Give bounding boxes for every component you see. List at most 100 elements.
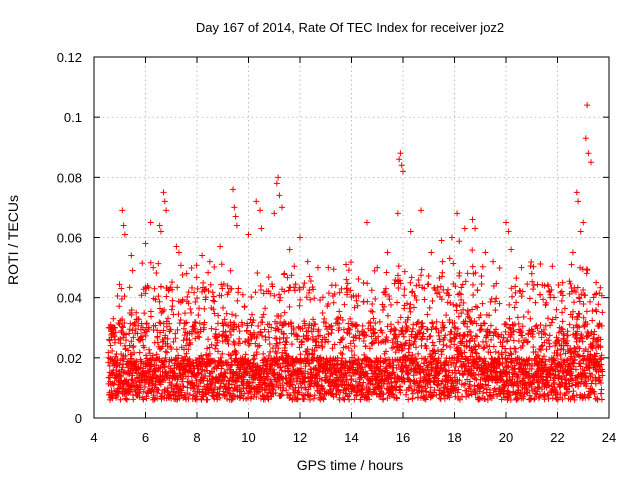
data-point [326,358,333,365]
data-point [226,390,233,397]
data-point [569,360,576,367]
data-point [513,299,520,306]
data-point [339,317,346,324]
data-point [472,332,479,339]
data-point [559,396,566,403]
data-point [347,287,354,294]
data-point [237,340,244,347]
data-point [258,332,265,339]
data-point [268,324,275,331]
data-point [528,395,535,402]
data-point [204,345,211,352]
data-point [260,311,267,318]
peak-point [541,282,548,289]
data-point [162,348,169,355]
data-point [507,325,514,332]
data-point [183,350,190,357]
data-point [391,280,398,287]
data-point [598,396,605,403]
data-point [252,289,259,296]
data-point [433,325,440,332]
data-point [154,395,161,402]
data-point [320,396,327,403]
data-point [139,260,146,267]
data-point [512,345,519,352]
data-point [300,284,307,291]
data-point [473,350,480,357]
data-point [325,301,332,308]
data-point [576,353,583,360]
data-point [129,327,136,334]
data-point [315,369,322,376]
data-point [360,338,367,345]
data-point [291,263,298,270]
data-point [331,290,338,297]
data-point [488,395,495,402]
peak-point [582,135,589,142]
data-point [164,342,171,349]
peak-point [232,213,239,220]
data-point [424,311,431,318]
data-point [506,376,513,383]
data-point [209,378,216,385]
data-point [194,295,201,302]
data-point [253,351,260,358]
data-point [396,386,403,393]
data-point [352,378,359,385]
data-point [211,395,218,402]
data-point [537,291,544,298]
data-point [511,345,518,352]
data-point [191,325,198,332]
data-point [364,298,371,305]
data-point [544,377,551,384]
data-point [319,385,326,392]
data-point [192,319,199,326]
data-point [208,341,215,348]
peak-point [129,267,136,274]
data-point [128,307,135,314]
data-point [130,396,137,403]
data-point [309,351,316,358]
data-point [534,325,541,332]
data-point [339,351,346,358]
data-point [274,326,281,333]
data-point [413,358,420,365]
data-point [397,280,404,287]
peak-point [398,162,405,169]
data-point [390,362,397,369]
data-point [155,293,162,300]
data-point [419,333,426,340]
data-point [491,385,498,392]
data-point [305,392,312,399]
data-point [187,339,194,346]
data-point [478,322,485,329]
data-point [269,283,276,290]
data-point [332,368,339,375]
data-point [429,298,436,305]
data-point [535,352,542,359]
data-point [550,294,557,301]
data-point [432,325,439,332]
data-point [437,283,444,290]
data-point [461,349,468,356]
data-point [411,386,418,393]
data-point [352,334,359,341]
data-point [224,282,231,289]
data-point [347,315,354,322]
data-point [185,289,192,296]
data-point [516,287,523,294]
data-point [346,330,353,337]
data-point [164,349,171,356]
x-tick-label: 16 [396,430,410,445]
peak-point [528,270,535,277]
data-point [341,301,348,308]
peak-point [253,198,260,205]
data-point [482,358,489,365]
data-point [576,311,583,318]
data-point [418,266,425,273]
peak-point [559,279,566,286]
data-point [400,333,407,340]
data-point [537,391,544,398]
data-point [317,390,324,397]
data-point [212,342,219,349]
